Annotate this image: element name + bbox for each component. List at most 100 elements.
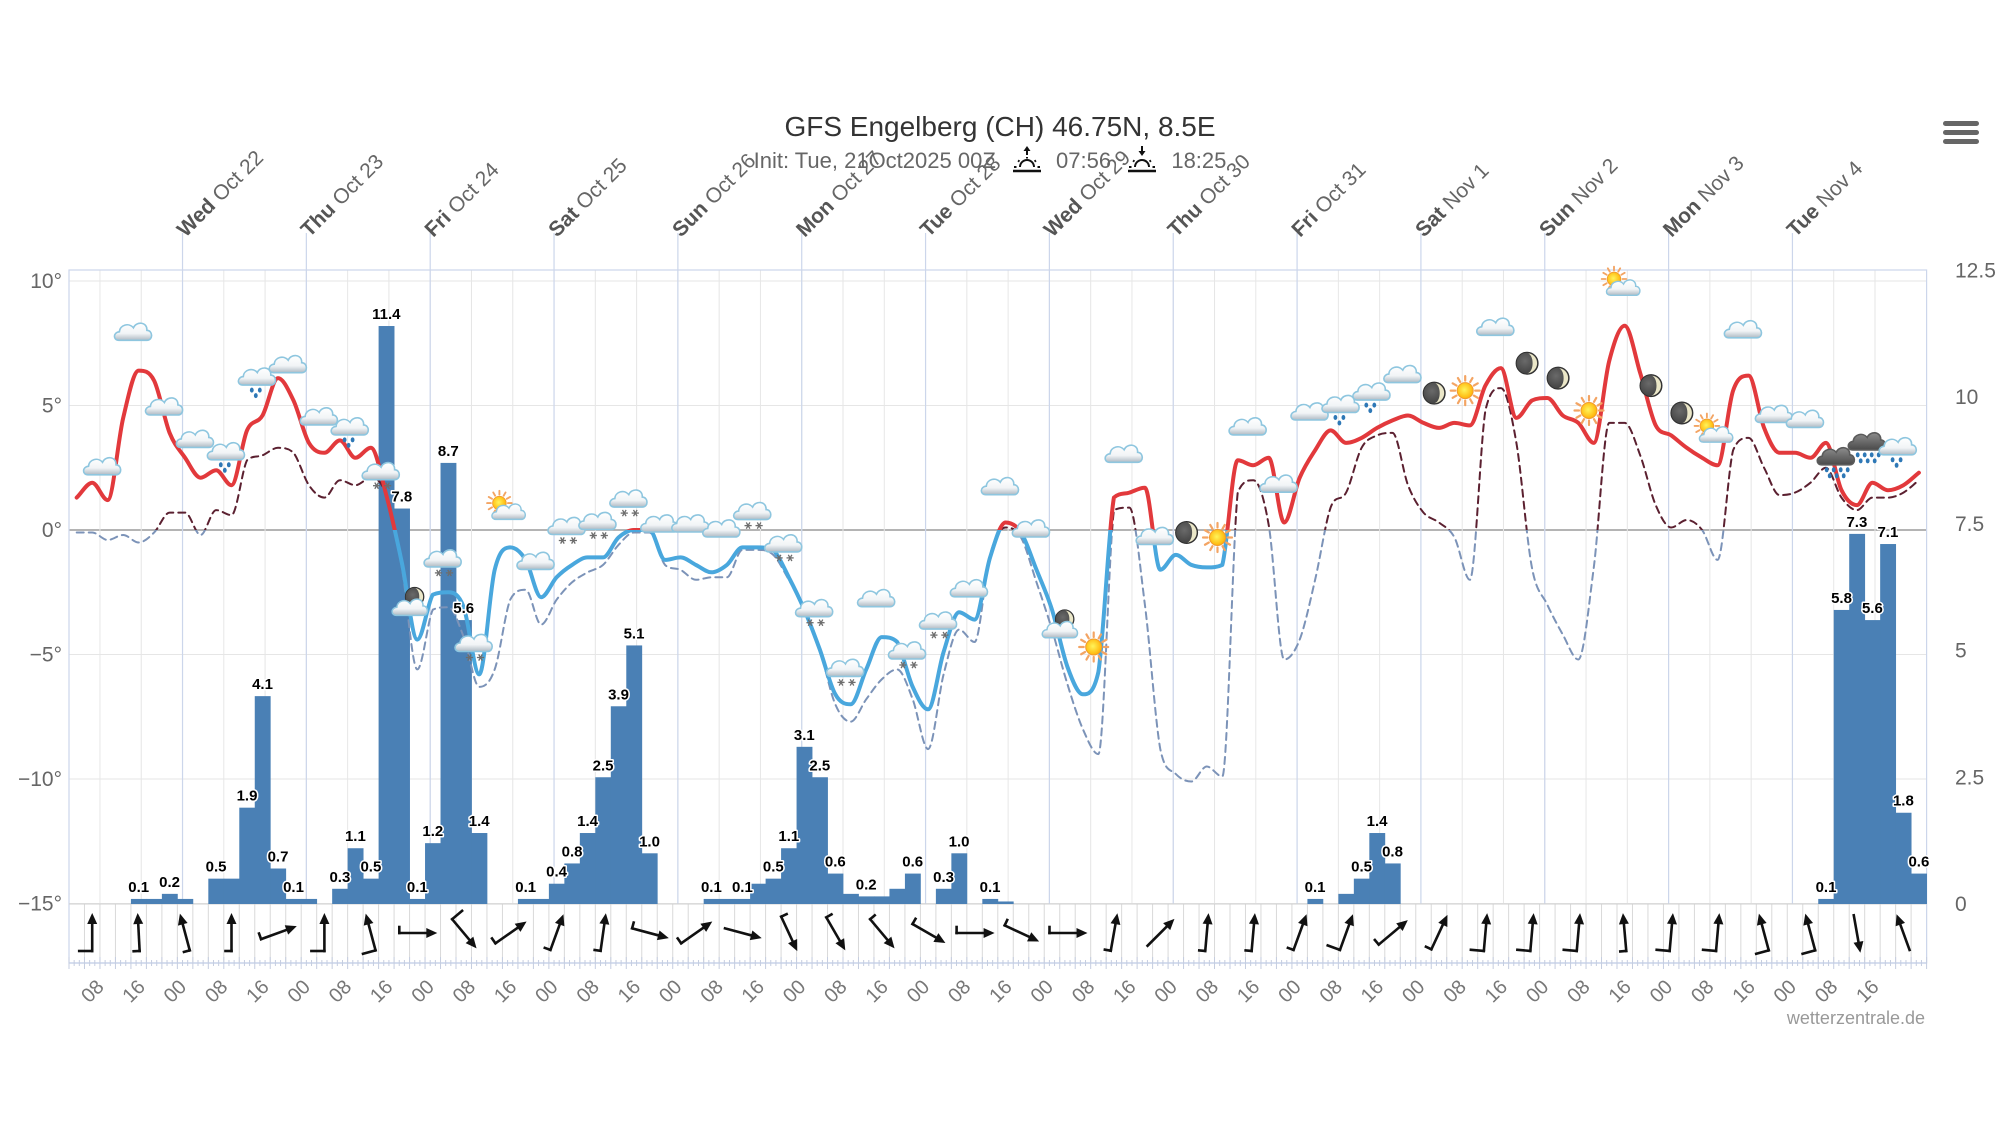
x-tick-label: 08 xyxy=(1192,976,1223,1007)
rain-drop xyxy=(1838,467,1843,473)
wind-arrow xyxy=(450,909,477,949)
wind-arrow-head xyxy=(87,913,98,924)
cloud-shape xyxy=(113,322,153,342)
wind-arrow-shaft xyxy=(910,922,940,941)
snowflake-stroke xyxy=(849,678,855,686)
precip-bar xyxy=(564,863,581,904)
credits-link[interactable]: wetterzentrale.de xyxy=(1786,1008,1925,1028)
wind-arrow xyxy=(1048,925,1088,938)
rain-drop xyxy=(1855,452,1860,458)
x-tick-label: 16 xyxy=(1233,976,1264,1007)
wind-arrow-head xyxy=(554,914,565,927)
wind-arrow xyxy=(675,921,713,946)
weather-icon-moon-cloud xyxy=(391,586,429,617)
day-label-weekday: Sat xyxy=(544,202,583,241)
precip-bar-label: 1.0 xyxy=(639,833,660,850)
sun-ray xyxy=(1451,382,1458,387)
snowflake xyxy=(941,631,949,639)
wind-arrow-head xyxy=(599,913,610,925)
rain-drop xyxy=(350,437,355,443)
precip-bar xyxy=(208,878,225,904)
moon-crescent xyxy=(1186,522,1197,543)
cloud-outline xyxy=(1785,409,1825,429)
wind-arrow-head xyxy=(656,930,669,941)
wind-arrow-head xyxy=(1027,932,1040,942)
precip-bar xyxy=(827,873,844,904)
day-label: ThuOct 23 xyxy=(297,150,388,241)
wind-barb xyxy=(1244,949,1254,953)
y-left-tick-label: 10° xyxy=(30,270,62,293)
wind-arrow-head xyxy=(1756,913,1767,926)
chart-menu-button[interactable] xyxy=(1943,121,1979,149)
x-tick-label: 08 xyxy=(1068,976,1099,1007)
wind-barb xyxy=(543,946,553,952)
wind-arrow xyxy=(779,912,798,952)
sun-shape xyxy=(1573,394,1605,427)
precip-bar xyxy=(812,777,828,904)
cloud-outline xyxy=(980,476,1020,496)
wind-arrow xyxy=(1244,913,1259,953)
wind-arrow-head xyxy=(1853,940,1864,953)
snowflake-stroke xyxy=(478,654,483,661)
wind-arrow-shaft xyxy=(548,920,563,952)
x-tick-label: 16 xyxy=(118,976,149,1007)
day-label: MonNov 3 xyxy=(1659,152,1749,242)
cloud-shape xyxy=(825,658,865,678)
cloud-shape xyxy=(887,641,927,660)
wind-arrow-head xyxy=(133,913,144,925)
day-label-weekday: Sun xyxy=(1535,197,1579,241)
weather-icon-sun xyxy=(1078,631,1110,663)
wind-arrow-shaft xyxy=(180,920,192,952)
snowflake xyxy=(434,569,443,577)
precip-bar-label: 5.1 xyxy=(624,625,645,642)
wind-arrow xyxy=(1655,913,1677,953)
cloud-shape xyxy=(330,417,370,436)
wind-barb xyxy=(868,913,877,922)
weather-icon-layer xyxy=(82,265,1918,686)
day-label-date: Oct 29 xyxy=(1075,146,1135,206)
rain-drop xyxy=(226,462,231,468)
cloud-shape xyxy=(144,397,184,416)
sun-ray xyxy=(1575,402,1582,407)
day-label: WedOct 22 xyxy=(173,146,268,241)
sun-ray xyxy=(487,506,493,511)
wind-arrow-shaft xyxy=(259,927,291,941)
cloud-shape xyxy=(1011,519,1051,538)
precip-bar xyxy=(1369,833,1386,904)
precip-bar xyxy=(239,807,256,904)
cloud-outline xyxy=(491,503,527,521)
rain-drop xyxy=(1827,473,1832,479)
wind-barb xyxy=(257,931,263,941)
wind-arrow-head xyxy=(1344,914,1354,927)
wind-arrow-head xyxy=(1667,913,1677,925)
weather-icon-sun-cloud xyxy=(1693,412,1734,443)
wind-arrow-shaft xyxy=(1250,920,1256,953)
sun-core xyxy=(1085,638,1103,656)
precip-bar-label: 1.4 xyxy=(577,813,599,830)
precip-bar xyxy=(471,833,488,904)
precip-bar xyxy=(363,878,379,904)
weather-icon-moon xyxy=(1670,401,1694,425)
wind-arrow-shaft xyxy=(1109,920,1118,953)
cloud-shape xyxy=(794,598,834,618)
x-tick-label: 08 xyxy=(1439,976,1470,1007)
rain-drop xyxy=(1341,415,1346,420)
snowflake xyxy=(786,554,794,562)
wind-arrow-head xyxy=(1298,914,1308,927)
wind-arrow-head xyxy=(1202,913,1213,925)
cloud-outline xyxy=(1011,519,1051,538)
precip-bar-label: 3.1 xyxy=(794,727,815,744)
snowflake-stroke xyxy=(911,661,917,669)
weather-icon-cloud-snow xyxy=(732,501,772,530)
snowflake xyxy=(910,661,918,669)
cloud-shape xyxy=(1259,474,1298,494)
precipitation-layer xyxy=(130,326,1927,904)
wind-arrow xyxy=(1515,913,1538,953)
wind-arrow-shaft xyxy=(1376,924,1403,947)
precip-bar xyxy=(951,853,968,904)
weather-icon-cloud-snow xyxy=(918,611,958,639)
rain-drop xyxy=(1862,452,1867,458)
sun-ray xyxy=(1710,414,1714,420)
day-label-date: Oct 31 xyxy=(1311,158,1371,218)
precip-bar xyxy=(1833,609,1850,904)
